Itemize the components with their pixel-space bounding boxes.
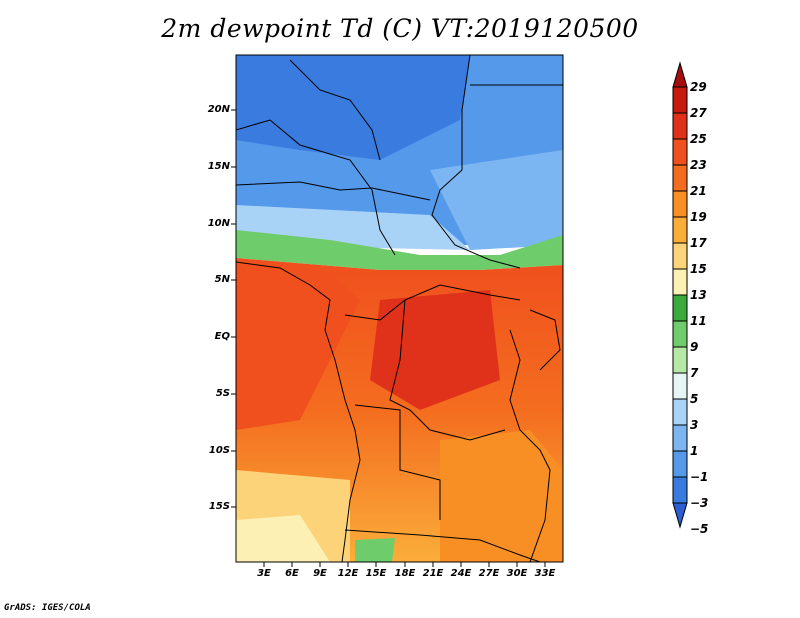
lon-label-30e: 30E [506,568,528,579]
southeast-zone [440,430,563,562]
grads-credit: GrADS: IGES/COLA [4,603,91,613]
colorbar-swatch [672,450,688,478]
colorbar-top-arrow [672,61,688,88]
lon-label-12e: 12E [337,568,359,579]
lat-label-10n: 10N [207,218,230,229]
border-5 [344,284,521,321]
colorbar-swatch [672,86,688,114]
border-4 [236,181,431,201]
colorbar-swatch [672,216,688,244]
colorbar-label: 1 [690,444,699,458]
colorbar-label: 11 [690,314,707,328]
colorbar-label: 9 [690,340,699,354]
border-6 [389,299,506,441]
colorbar [672,61,688,529]
colorbar-label: 3 [690,418,699,432]
colorbar-swatch [672,294,688,322]
congo-basin [370,290,500,410]
colorbar-swatch [672,372,688,400]
colorbar-swatch [672,268,688,296]
southwest-drier [236,515,330,562]
colorbar-swatch [672,476,688,504]
border-2 [236,119,396,256]
colorbar-label: 17 [690,236,707,250]
lat-label-5n: 5N [214,274,230,285]
colorbar-swatch [672,112,688,140]
colorbar-label: 15 [690,262,707,276]
colorbar-label: 27 [690,106,707,120]
borders [236,55,563,562]
colorbar-swatch [672,242,688,270]
east-dry-zone [430,150,563,250]
lon-ticks [263,562,546,567]
lon-label-6e: 6E [285,568,299,579]
colorbar-swatch [672,398,688,426]
colorbar-swatch [672,320,688,348]
colorbar-label: −1 [690,470,709,484]
lat-label-15n: 15N [207,161,230,172]
lon-label-18e: 18E [394,568,416,579]
colorbar-label: 25 [690,132,707,146]
colorbar-swatch [672,164,688,192]
lat-label-20n: 20N [207,104,230,115]
map-frame [235,54,564,563]
colorbar-label: 5 [690,392,699,406]
colorbar-label: 7 [690,366,699,380]
lat-label-15s: 15S [208,501,230,512]
lon-label-21e: 21E [422,568,444,579]
colorbar-swatch [672,138,688,166]
map-title: 2m dewpoint Td (C) VT:2019120500 [161,14,639,43]
lat-label-5s: 5S [215,388,230,399]
colorbar-swatch [672,346,688,374]
lake-victoria [529,309,561,371]
lon-label-3e: 3E [257,568,271,579]
south-green-patch [355,538,395,562]
border-3 [289,59,381,161]
green-band [236,230,563,270]
colorbar-swatch [672,424,688,452]
colorbar-label: 19 [690,210,707,224]
lat-label-10s: 10S [208,445,230,456]
lon-label-9e: 9E [313,568,327,579]
lat-label-eq: EQ [214,331,230,342]
lon-label-24e: 24E [450,568,472,579]
colorbar-label: −5 [690,522,709,536]
lon-label-15e: 15E [365,568,387,579]
colorbar-label: 13 [690,288,707,302]
colorbar-label: 29 [690,80,707,94]
very-dry-zone [236,55,470,160]
coastline [236,261,361,562]
lon-label-27e: 27E [478,568,500,579]
lat-ticks [231,109,236,508]
color-field [236,55,563,562]
colorbar-label: −3 [690,496,709,510]
lon-label-33e: 33E [534,568,556,579]
colorbar-swatch [672,190,688,218]
colorbar-label: 21 [690,184,707,198]
border-7 [354,404,441,520]
border-1 [431,55,521,269]
colorbar-bottom-arrow [672,502,688,529]
colorbar-label: 23 [690,158,707,172]
border-10 [509,329,551,562]
border-8 [344,529,541,562]
